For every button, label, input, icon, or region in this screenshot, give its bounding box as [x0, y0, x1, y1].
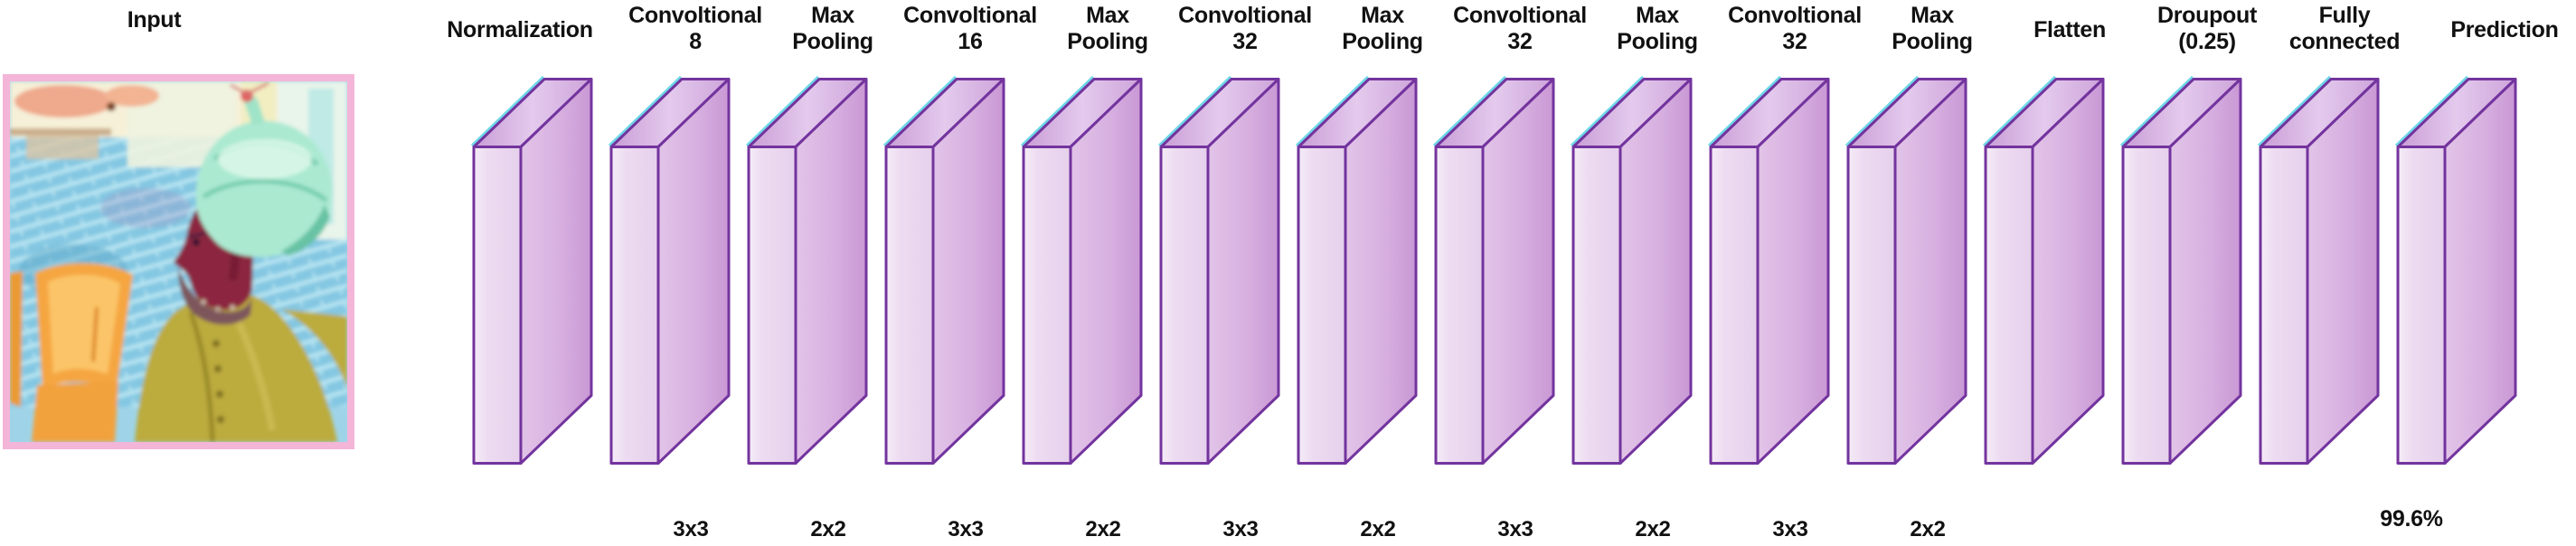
orange-chairs — [10, 262, 133, 442]
layer-column-8: Convoltional 32 3x3 — [1433, 0, 1587, 546]
layer-label-line2: 8 — [689, 29, 702, 54]
kernel-size-label: 3x3 — [1497, 517, 1533, 541]
layer-label-line1: Flatten — [2033, 17, 2106, 42]
kernel-size-label: 2x2 — [1635, 517, 1671, 541]
layer-label: Max Pooling — [1892, 3, 1973, 55]
layer-column-10: Convoltional 32 3x3 — [1708, 0, 1862, 546]
figure-beard — [178, 268, 252, 325]
layer-slab — [746, 75, 868, 465]
layer-label-line1: Max — [1361, 3, 1404, 28]
layer-label-line1: Convoltional — [1453, 3, 1587, 28]
layer-label-line2: Pooling — [1892, 29, 1973, 54]
layer-slab — [883, 75, 1005, 465]
layer-label: Max Pooling — [792, 3, 873, 55]
layer-column-5: Max Pooling 2x2 — [1021, 0, 1158, 546]
kernel-size-label: 3x3 — [1222, 517, 1259, 541]
layer-label: Convoltional 32 — [1728, 3, 1862, 55]
layer-slab — [1021, 75, 1143, 465]
layer-column-14: Fully connected — [2258, 0, 2400, 546]
layer-label: Fully connected — [2288, 3, 2401, 55]
input-label: Input — [127, 7, 182, 33]
kernel-size-label: 2x2 — [1085, 517, 1121, 541]
layer-label: Flatten — [2033, 17, 2106, 43]
kernel-size-label: 2x2 — [1360, 517, 1396, 541]
layer-slab — [1708, 75, 1830, 465]
layer-slab — [1296, 75, 1418, 465]
layer-label: Convoltional 8 — [628, 3, 762, 55]
layer-label-line1: Max — [1086, 3, 1129, 28]
layer-label-line2: 32 — [1232, 29, 1258, 54]
layer-column-11: Max Pooling 2x2 — [1845, 0, 1983, 546]
layer-label: Max Pooling — [1067, 3, 1148, 55]
kernel-size-label: 2x2 — [810, 517, 846, 541]
layer-slab — [1571, 75, 1693, 465]
layer-label-line2: Pooling — [1067, 29, 1148, 54]
layer-label-line1: Convoltional — [903, 3, 1037, 28]
layer-label-line1: Prediction — [2450, 17, 2559, 42]
layer-slab — [2395, 75, 2517, 465]
layer-slab — [2258, 75, 2380, 465]
layer-label-line1: Convoltional — [1728, 3, 1862, 28]
layer-column-2: Convoltional 8 3x3 — [609, 0, 762, 546]
layer-label: Normalization — [447, 17, 593, 43]
layer-slab — [1433, 75, 1555, 465]
layer-label: Prediction — [2450, 17, 2559, 43]
layer-column-1: Normalization — [447, 0, 609, 546]
layer-label: Convoltional 32 — [1178, 3, 1312, 55]
layer-label-line2: Pooling — [1617, 29, 1698, 54]
kernel-size-label: 2x2 — [1910, 517, 1946, 541]
layer-label-line1: Max — [1636, 3, 1679, 28]
layer-column-15: Prediction 99.6% — [2380, 0, 2559, 546]
layer-label-line2: connected — [2288, 29, 2401, 54]
layer-column-13: Droupout (0.25) — [2120, 0, 2258, 546]
layer-label-line1: Convoltional — [1178, 3, 1312, 28]
layer-label: Max Pooling — [1342, 3, 1423, 55]
layer-label-line1: Max — [811, 3, 854, 28]
layer-label-line1: Convoltional — [628, 3, 762, 28]
layer-column-3: Max Pooling 2x2 — [746, 0, 883, 546]
layer-column-12: Flatten — [1983, 0, 2120, 546]
layer-slab — [609, 75, 731, 465]
layer-slab — [1845, 75, 1967, 465]
accuracy-label: 99.6% — [2380, 506, 2443, 532]
input-image — [10, 81, 347, 442]
layer-label-line2: Pooling — [792, 29, 873, 54]
layer-slab — [1983, 75, 2105, 465]
layer-column-6: Convoltional 32 3x3 — [1158, 0, 1312, 546]
layer-label: Droupout (0.25) — [2157, 3, 2257, 55]
kernel-size-label: 3x3 — [948, 517, 984, 541]
layer-label-line1: Max — [1911, 3, 1954, 28]
layer-label: Convoltional 32 — [1453, 3, 1587, 55]
kernel-size-label: 3x3 — [673, 517, 709, 541]
layer-label: Convoltional 16 — [903, 3, 1037, 55]
layer-slab — [1158, 75, 1280, 465]
layer-label-line2: 32 — [1507, 29, 1533, 54]
layer-label-line2: (0.25) — [2178, 29, 2236, 54]
layer-column-9: Max Pooling 2x2 — [1571, 0, 1708, 546]
kernel-size-label: 3x3 — [1772, 517, 1808, 541]
layer-label-line2: Pooling — [1342, 29, 1423, 54]
layer-label-line1: Normalization — [447, 17, 593, 42]
layer-label: Max Pooling — [1617, 3, 1698, 55]
layer-slab — [2120, 75, 2242, 465]
input-image-frame — [3, 74, 354, 449]
layer-slab — [471, 75, 593, 465]
layer-label-line2: 32 — [1782, 29, 1807, 54]
layer-label-line2: 16 — [958, 29, 983, 54]
layer-column-7: Max Pooling 2x2 — [1296, 0, 1433, 546]
layer-label-line1: Droupout — [2156, 3, 2258, 28]
layer-column-4: Convoltional 16 3x3 — [883, 0, 1037, 546]
layer-label-line1: Fully — [2318, 3, 2371, 28]
